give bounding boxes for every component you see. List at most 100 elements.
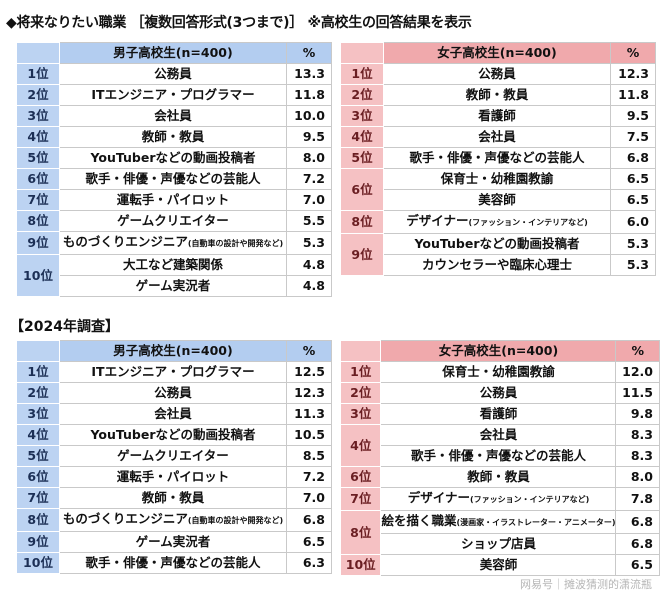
job-name: 公務員	[479, 385, 518, 400]
percent-cell: 9.8	[615, 403, 660, 425]
job-cell: 教師・教員	[59, 487, 287, 509]
job-cell: YouTuberなどの動画投稿者	[59, 147, 287, 169]
job-name: ゲーム実況者	[135, 278, 211, 293]
rank-cell: 10位	[16, 552, 60, 574]
job-cell: 保育士・幼稚園教諭	[383, 168, 611, 190]
job-name: 保育士・幼稚園教諭	[442, 364, 555, 379]
job-name: 公務員	[154, 66, 192, 81]
table-row: 4位 教師・教員 9.5	[16, 126, 332, 148]
percent-header: %	[615, 340, 660, 362]
table-row: 4位 YouTuberなどの動画投稿者 10.5	[16, 424, 332, 446]
job-name: 公務員	[154, 385, 192, 400]
table-header: 男子高校生(n=400)%	[16, 42, 332, 64]
job-cell: 教師・教員	[59, 126, 287, 148]
table-row: 美容師 6.5	[341, 189, 656, 211]
percent-cell: 5.3	[286, 231, 332, 255]
page-title: ◆将来なりたい職業 ［複数回答形式(3つまで)］ ※高校生の回答結果を表示	[6, 15, 472, 31]
percent-cell: 5.3	[610, 254, 656, 276]
table-row: 2位 ITエンジニア・プログラマー 11.8	[16, 84, 332, 106]
job-cell: ITエンジニア・プログラマー	[59, 84, 287, 106]
percent-cell: 6.5	[615, 554, 660, 576]
job-name: 教師・教員	[465, 87, 529, 102]
table-row: 9位 ゲーム実況者 6.5	[16, 531, 332, 553]
job-cell: ゲーム実況者	[59, 531, 287, 553]
rank-cell: 10位	[16, 254, 60, 297]
percent-cell: 9.5	[286, 126, 332, 148]
job-cell: デザイナー(ファッション・インテリアなど)	[383, 210, 611, 234]
job-cell: 会社員	[380, 424, 617, 446]
table-row: 8位 絵を描く職業(漫画家・イラストレーター・アニメーター) 6.8	[339, 510, 660, 555]
job-note: (ファッション・インテリアなど)	[469, 495, 590, 504]
rank-cell: 8位	[339, 510, 382, 555]
percent-cell: 8.0	[286, 147, 332, 169]
rank-cell: 5位	[340, 147, 384, 169]
table-row: 10位 歌手・俳優・声優などの芸能人 6.3	[16, 552, 332, 574]
rank-cell: 8位	[340, 210, 384, 234]
table-row: 5位 YouTuberなどの動画投稿者 8.0	[16, 147, 332, 169]
job-cell: 美容師	[383, 189, 611, 211]
rank-cell: 2位	[16, 84, 60, 106]
rank-cell: 4位	[16, 126, 60, 148]
percent-header: %	[286, 340, 332, 362]
percent-cell: 7.8	[615, 487, 660, 511]
group-header: 男子高校生(n=400)	[59, 340, 287, 362]
group-header: 女子高校生(n=400)	[380, 340, 617, 362]
table-row: 3位 看護師 9.8	[339, 403, 660, 425]
job-cell: 絵を描く職業(漫画家・イラストレーター・アニメーター)	[380, 510, 617, 534]
job-name: 大工など建築関係	[122, 257, 223, 272]
job-cell: ものづくりエンジニア(自動車の設計や開発など)	[59, 231, 287, 255]
job-cell: YouTuberなどの動画投稿者	[59, 424, 287, 446]
job-name: 看護師	[478, 108, 516, 123]
job-cell: 歌手・俳優・声優などの芸能人	[59, 552, 287, 574]
table-row: 歌手・俳優・声優などの芸能人 8.3	[341, 445, 660, 467]
rank-cell: 9位	[340, 233, 384, 276]
job-name: ITエンジニア・プログラマー	[91, 87, 255, 102]
table-row: 3位 会社員 10.0	[16, 105, 332, 127]
ranking-table: 男子高校生(n=400)% 1位 公務員 13.3 2位 ITエンジニア・プログラマー 11…	[16, 42, 332, 297]
table-header: 男子高校生(n=400)%	[16, 340, 332, 362]
job-name: ものづくりエンジニア	[62, 511, 188, 526]
table-row: 2位 公務員 12.3	[16, 382, 332, 404]
rank-cell: 8位	[16, 210, 60, 232]
table-row: 3位 看護師 9.5	[340, 105, 656, 127]
table-row: 4位 会社員 7.5	[340, 126, 656, 148]
table-row: 7位 教師・教員 7.0	[16, 487, 332, 509]
percent-cell: 12.3	[286, 382, 332, 404]
rank-cell: 8位	[16, 508, 60, 532]
job-name: カウンセラーや臨床心理士	[421, 257, 572, 272]
job-cell: YouTuberなどの動画投稿者	[383, 233, 611, 255]
rank-cell: 6位	[340, 168, 384, 211]
job-name: YouTuberなどの動画投稿者	[90, 150, 256, 165]
job-note: (漫画家・イラストレーター・アニメーター)	[456, 518, 616, 527]
percent-cell: 7.0	[286, 487, 332, 509]
percent-header: %	[286, 42, 332, 64]
rank-cell: 4位	[340, 126, 384, 148]
job-name: 運転手・パイロット	[116, 192, 230, 207]
rank-cell: 4位	[16, 424, 60, 446]
rank-cell: 2位	[340, 84, 384, 106]
table-row: 10位 大工など建築関係 4.8	[16, 254, 332, 297]
ranking-table: 女子高校生(n=400)% 1位 保育士・幼稚園教諭 12.0 2位 公務員 11.5 3位看…	[339, 340, 660, 576]
job-note: (ファッション・インテリアなど)	[468, 218, 588, 227]
job-name: 保育士・幼稚園教諭	[440, 171, 554, 186]
job-name: ゲームクリエイター	[117, 213, 229, 228]
percent-cell: 11.3	[286, 403, 332, 425]
table-row: 6位 保育士・幼稚園教諭 6.5	[340, 168, 656, 211]
table-header: 女子高校生(n=400)%	[339, 340, 660, 362]
job-cell: 教師・教員	[383, 84, 611, 106]
table-row: 8位 ものづくりエンジニア(自動車の設計や開発など) 6.8	[16, 508, 332, 532]
rank-cell: 10位	[339, 554, 382, 576]
percent-header: %	[610, 42, 656, 64]
job-name: YouTuberなどの動画投稿者	[90, 427, 256, 442]
job-cell: 運転手・パイロット	[59, 189, 287, 211]
rank-header	[16, 340, 60, 362]
table-row: ショップ店員 6.8	[341, 533, 660, 555]
percent-cell: 7.2	[286, 466, 332, 488]
table-row: 1位 ITエンジニア・プログラマー 12.5	[16, 361, 332, 383]
rank-cell: 2位	[16, 382, 60, 404]
percent-cell: 11.8	[286, 84, 332, 106]
percent-cell: 8.5	[286, 445, 332, 467]
rank-cell: 3位	[340, 105, 384, 127]
rank-header	[340, 42, 384, 64]
job-name: デザイナー	[406, 213, 469, 228]
